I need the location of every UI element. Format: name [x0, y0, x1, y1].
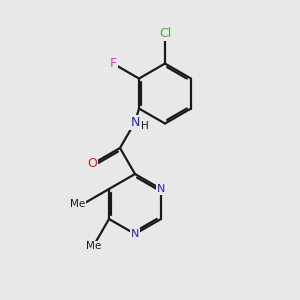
Text: O: O	[88, 157, 98, 169]
Text: H: H	[141, 121, 148, 130]
Text: Me: Me	[86, 242, 102, 251]
Text: Cl: Cl	[159, 27, 171, 40]
Text: N: N	[131, 229, 139, 239]
Text: N: N	[157, 184, 165, 194]
Text: Me: Me	[70, 199, 85, 209]
Text: F: F	[110, 57, 117, 70]
Text: N: N	[130, 116, 140, 128]
